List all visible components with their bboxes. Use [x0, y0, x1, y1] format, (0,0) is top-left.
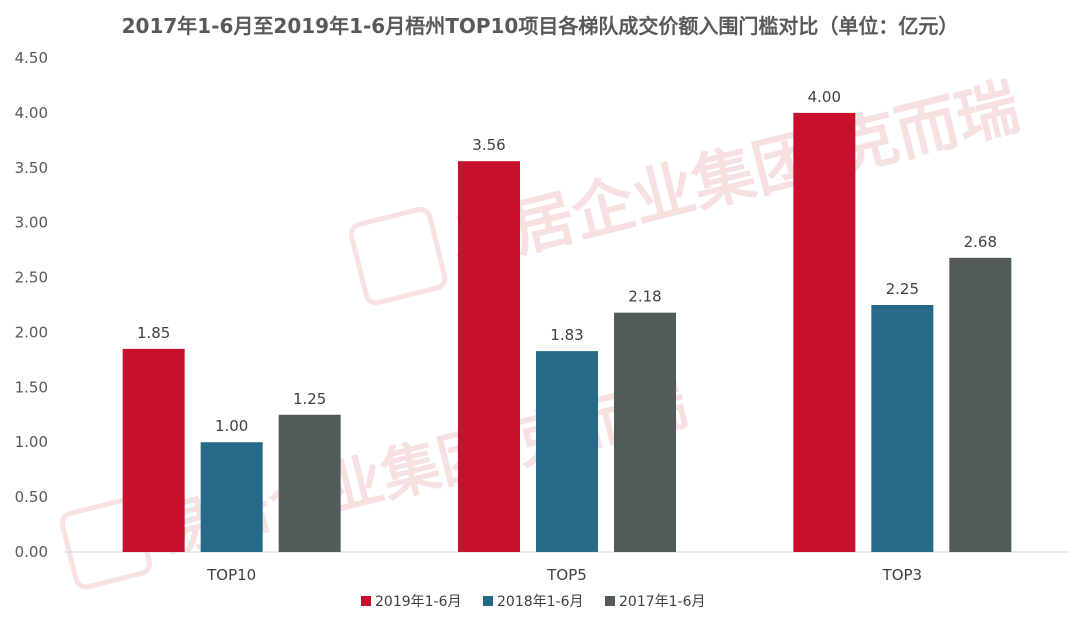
data-label: 3.56: [472, 136, 505, 154]
bar: [614, 312, 676, 552]
y-tick-label: 4.50: [15, 49, 48, 67]
data-label: 4.00: [808, 88, 841, 106]
bar: [200, 442, 263, 552]
bar: [278, 414, 341, 552]
bar: [949, 257, 1012, 552]
legend: 2019年1-6月 2018年1-6月 2017年1-6月: [361, 594, 706, 610]
legend-label: 2017年1-6月: [619, 594, 706, 610]
legend-label: 2018年1-6月: [497, 594, 584, 610]
data-label: 1.25: [293, 390, 326, 408]
x-category-label: TOP3: [882, 566, 923, 584]
y-tick-label: 3.00: [15, 214, 48, 232]
data-label: 1.83: [550, 326, 583, 344]
data-label: 2.68: [964, 233, 997, 251]
bar: [536, 351, 598, 552]
data-label: 1.85: [137, 324, 170, 342]
legend-swatch: [483, 596, 493, 606]
y-tick-label: 3.50: [15, 159, 48, 177]
data-label: 2.18: [628, 288, 661, 306]
legend-swatch: [605, 596, 615, 606]
y-tick-label: 2.00: [15, 323, 48, 341]
bars-layer: 1.85 1.00 1.25 3.56 1.83 2.18 4.00 2.25 2.68: [122, 88, 1012, 553]
y-tick-label: 1.50: [15, 378, 48, 396]
y-tick-label: 0.00: [15, 543, 48, 561]
data-label: 2.25: [886, 280, 919, 298]
data-label: 1.00: [215, 417, 248, 435]
bar: [122, 348, 185, 552]
bar: [458, 161, 520, 553]
chart-title: 2017年1-6月至2019年1-6月梧州TOP10项目各梯队成交价额入围门槛对…: [121, 14, 959, 38]
watermark-group: 易居企业集团·克而瑞: [348, 70, 1026, 306]
y-tick-label: 2.50: [15, 269, 48, 287]
bar: [793, 112, 856, 552]
watermark-logo-icon: [348, 206, 448, 306]
y-tick-label: 1.00: [15, 433, 48, 451]
y-tick-label: 4.00: [15, 104, 48, 122]
watermark-text: 易居企业集团·克而瑞: [444, 70, 1026, 282]
x-category-label: TOP5: [546, 566, 587, 584]
legend-swatch: [361, 596, 371, 606]
y-tick-label: 0.50: [15, 488, 48, 506]
legend-label: 2019年1-6月: [375, 594, 462, 610]
x-category-label: TOP10: [206, 566, 256, 584]
bar: [871, 305, 934, 552]
